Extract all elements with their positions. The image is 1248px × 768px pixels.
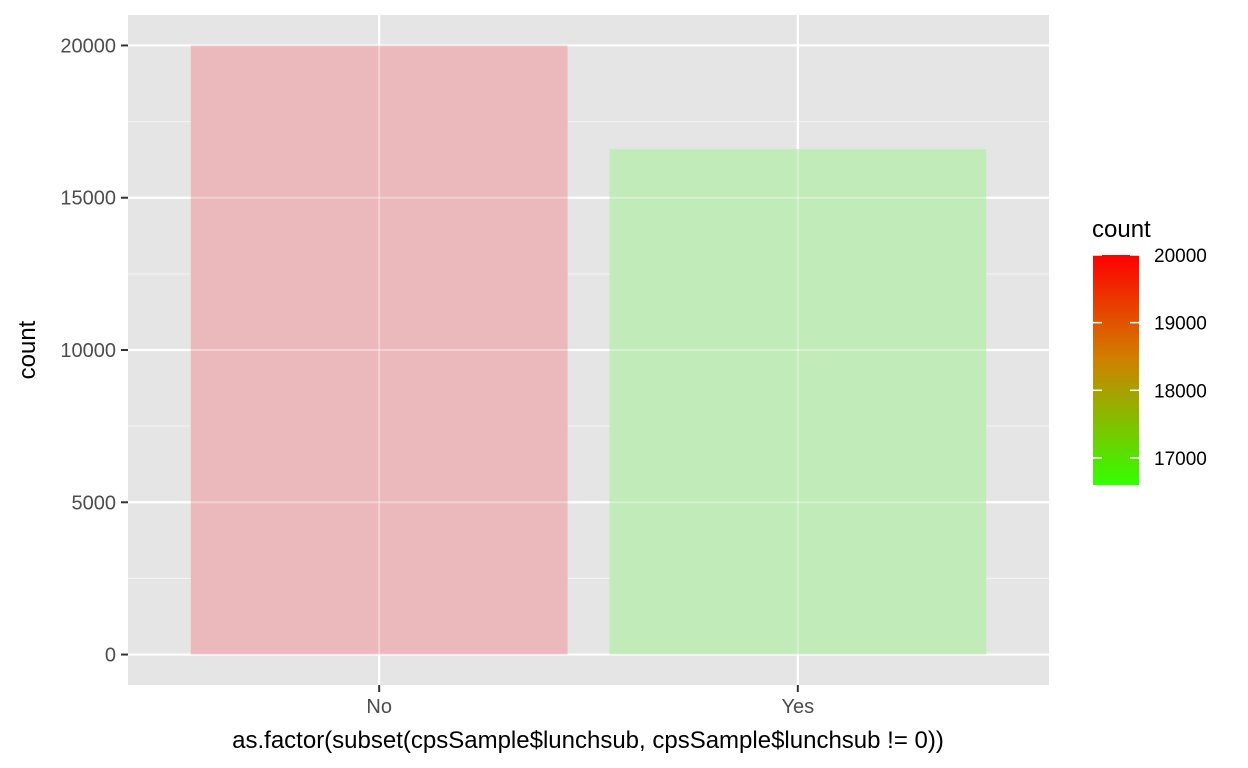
bar-yes — [609, 149, 987, 655]
legend-tick-label: 19000 — [1154, 314, 1207, 335]
legend: count 17000 18000 19000 20000 — [1092, 216, 1207, 485]
y-tick-label: 20000 — [60, 35, 116, 57]
y-tick-label: 15000 — [60, 188, 116, 210]
x-axis-title: as.factor(subset(cpsSample$lunchsub, cps… — [232, 727, 944, 754]
gridlines-over-bars — [128, 15, 1049, 685]
legend-tick-label: 20000 — [1154, 246, 1207, 267]
y-axis-title: count — [14, 320, 41, 379]
x-axis: No Yes — [366, 685, 814, 718]
x-tick-label: Yes — [781, 696, 814, 718]
legend-tick-label: 18000 — [1154, 381, 1207, 402]
y-axis: 0 5000 10000 15000 20000 — [60, 35, 128, 667]
y-tick-label: 0 — [105, 645, 116, 667]
x-tick-label: No — [366, 696, 392, 718]
bar-no — [190, 45, 568, 655]
y-tick-label: 10000 — [60, 340, 116, 362]
y-tick-label: 5000 — [72, 492, 117, 514]
legend-tick-label: 17000 — [1154, 449, 1207, 470]
legend-ticks: 17000 18000 19000 20000 — [1093, 246, 1207, 470]
legend-colorbar — [1093, 255, 1139, 485]
legend-title: count — [1092, 216, 1151, 243]
bars — [190, 45, 987, 655]
